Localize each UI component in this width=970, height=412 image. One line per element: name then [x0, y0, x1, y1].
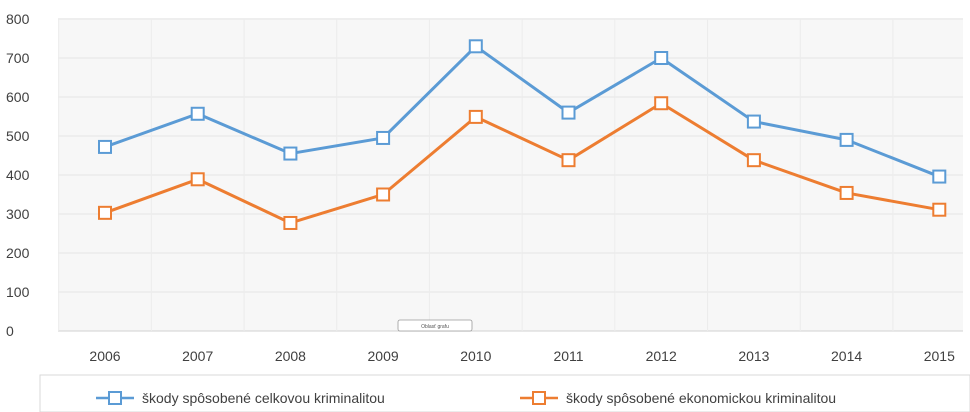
data-point	[839, 185, 854, 200]
legend-label-total: škody spôsobené celkovou kriminalitou	[142, 390, 385, 406]
y-tick-label: 500	[6, 128, 30, 144]
data-point	[932, 202, 947, 217]
x-tick-label: 2013	[738, 348, 769, 364]
data-point	[190, 172, 205, 187]
plot-area-tag: Oblasť grafu	[397, 319, 473, 332]
data-point	[376, 130, 391, 145]
x-tick-label: 2010	[460, 348, 491, 364]
grid-lines	[58, 18, 963, 332]
data-point	[839, 132, 854, 147]
y-tick-label: 400	[6, 167, 30, 183]
x-tick-label: 2011	[553, 348, 583, 364]
plot-area-tag-label: Oblasť grafu	[421, 324, 449, 330]
x-tick-label: 2009	[368, 348, 399, 364]
y-tick-label: 200	[6, 245, 30, 261]
series-total	[98, 39, 947, 184]
data-point	[654, 96, 669, 111]
y-tick-label: 700	[6, 50, 30, 66]
series-line	[104, 101, 940, 225]
legend	[39, 374, 970, 412]
y-tick-label: 0	[6, 323, 14, 339]
data-point	[746, 153, 761, 168]
data-point	[746, 114, 761, 129]
data-point	[468, 39, 483, 54]
x-tick-label: 2008	[275, 348, 306, 364]
data-point	[283, 215, 298, 230]
data-point	[98, 139, 112, 154]
x-tick-label: 2015	[924, 348, 955, 364]
y-tick-label: 800	[6, 11, 30, 27]
series-layer	[98, 39, 947, 230]
legend-item-economic: škody spôsobené ekonomickou kriminalitou	[520, 390, 836, 406]
data-point	[654, 51, 669, 65]
data-point	[376, 187, 391, 202]
x-tick-label: 2006	[89, 348, 120, 364]
y-tick-label: 600	[6, 89, 30, 105]
y-tick-label: 300	[6, 206, 30, 222]
data-point	[98, 205, 112, 220]
y-tick-label: 100	[6, 284, 30, 300]
series-economic	[98, 96, 947, 230]
data-point	[561, 105, 576, 120]
legend-marker-economic	[532, 391, 546, 405]
x-tick-label: 2012	[646, 348, 677, 364]
legend-item-total: škody spôsobené celkovou kriminalitou	[96, 390, 385, 406]
data-point	[283, 146, 298, 161]
data-point	[468, 109, 483, 124]
legend-label-economic: škody spôsobené ekonomickou kriminalitou	[566, 390, 836, 406]
y-axis-ticks: 0 100 200 300 400 500 600 700 800	[6, 11, 30, 339]
legend-marker-total	[108, 391, 122, 405]
series-line	[104, 44, 940, 178]
plot-area-tag-box	[397, 319, 473, 332]
x-tick-label: 2014	[831, 348, 862, 364]
x-tick-label: 2007	[182, 348, 213, 364]
data-point	[561, 153, 576, 168]
x-axis-ticks: 2006 2007 2008 2009 2010 2011 2012 2013 2014 2015	[89, 348, 955, 364]
data-point	[190, 106, 205, 121]
data-point	[932, 169, 947, 184]
